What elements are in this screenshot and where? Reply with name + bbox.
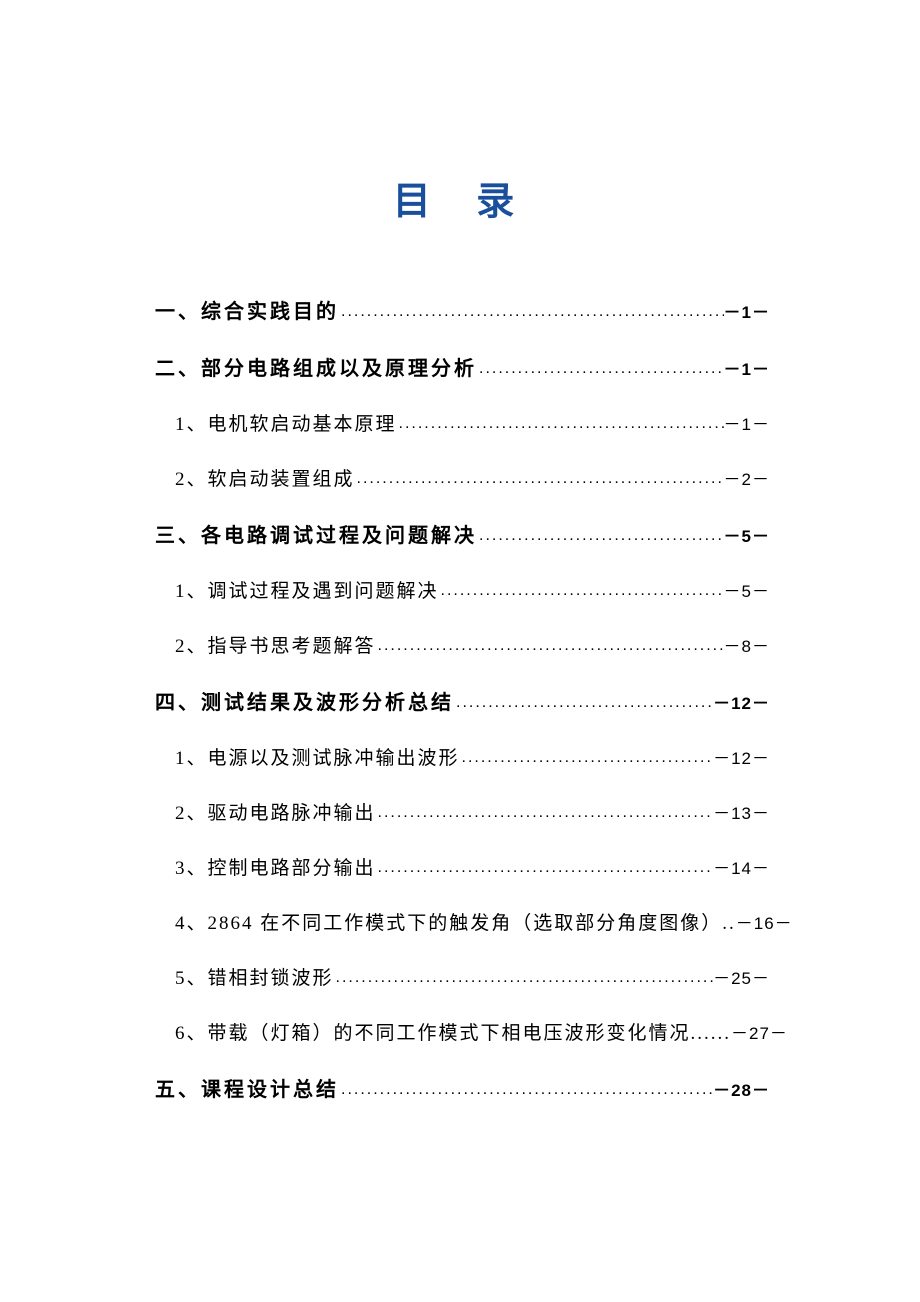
toc-entry-label: 2、指导书思考题解答 bbox=[175, 631, 376, 658]
toc-section: 一、综合实践目的 －1－ bbox=[155, 295, 770, 324]
toc-page-number: －5－ bbox=[724, 522, 770, 547]
toc-leader-dots bbox=[376, 637, 724, 655]
toc-entry: 2、软启动装置组成 －2－ bbox=[155, 464, 770, 491]
toc-page-number: －2－ bbox=[724, 465, 770, 490]
toc-page-number: －12－ bbox=[713, 744, 770, 769]
toc-entry-label: 4、2864 在不同工作模式下的触发角（选取部分角度图像）.. bbox=[175, 908, 736, 935]
toc-page-number: －1－ bbox=[724, 410, 770, 435]
toc-entry-label: 5、错相封锁波形 bbox=[175, 963, 334, 990]
toc-page-number: －27－ bbox=[731, 1019, 788, 1044]
toc-page-number: －8－ bbox=[724, 632, 770, 657]
toc-section: 二、部分电路组成以及原理分析 －1－ 1、电机软启动基本原理 －1－ 2、软启动装置组成… bbox=[155, 352, 770, 491]
table-of-contents: 一、综合实践目的 －1－ 二、部分电路组成以及原理分析 －1－ 1、电机软启动基本原理 －… bbox=[155, 295, 770, 1102]
page-title: 目 录 bbox=[155, 170, 770, 225]
toc-entry: 4、2864 在不同工作模式下的触发角（选取部分角度图像）..－16－ bbox=[155, 908, 770, 935]
toc-leader-dots bbox=[439, 582, 724, 600]
toc-entry-label: 2、驱动电路脉冲输出 bbox=[175, 798, 376, 825]
toc-entry: 五、课程设计总结 －28－ bbox=[155, 1073, 770, 1102]
toc-section: 三、各电路调试过程及问题解决 －5－ 1、调试过程及遇到问题解决 －5－ 2、指导书思考… bbox=[155, 519, 770, 658]
toc-page-number: －28－ bbox=[713, 1076, 770, 1101]
toc-entry-label: 五、课程设计总结 bbox=[155, 1073, 339, 1102]
toc-entry-label: 二、部分电路组成以及原理分析 bbox=[155, 352, 477, 381]
toc-entry: 四、测试结果及波形分析总结 －12－ bbox=[155, 686, 770, 715]
toc-page-number: －12－ bbox=[713, 689, 770, 714]
toc-entry-label: 3、控制电路部分输出 bbox=[175, 853, 376, 880]
toc-page-number: －1－ bbox=[724, 298, 770, 323]
toc-leader-dots bbox=[376, 804, 714, 822]
toc-leader-dots bbox=[376, 859, 714, 877]
toc-leader-dots bbox=[477, 360, 724, 378]
toc-leader-dots bbox=[339, 303, 724, 321]
toc-section: 五、课程设计总结 －28－ bbox=[155, 1073, 770, 1102]
toc-entry: 三、各电路调试过程及问题解决 －5－ bbox=[155, 519, 770, 548]
toc-leader-dots bbox=[477, 527, 724, 545]
toc-page-number: －1－ bbox=[724, 355, 770, 380]
toc-leader-dots bbox=[454, 694, 713, 712]
toc-page-number: －13－ bbox=[713, 799, 770, 824]
toc-leader-dots bbox=[339, 1081, 713, 1099]
toc-entry-label: 四、测试结果及波形分析总结 bbox=[155, 686, 454, 715]
toc-page-number: －16－ bbox=[736, 909, 793, 934]
toc-entry-label: 2、软启动装置组成 bbox=[175, 464, 355, 491]
toc-page-number: －14－ bbox=[713, 854, 770, 879]
toc-entry: 1、电机软启动基本原理 －1－ bbox=[155, 409, 770, 436]
toc-leader-dots bbox=[334, 969, 714, 987]
toc-leader-dots bbox=[460, 749, 714, 767]
toc-entry-label: 1、电机软启动基本原理 bbox=[175, 409, 397, 436]
toc-entry: 2、指导书思考题解答 －8－ bbox=[155, 631, 770, 658]
toc-entry: 1、调试过程及遇到问题解决 －5－ bbox=[155, 576, 770, 603]
toc-page-number: －25－ bbox=[713, 964, 770, 989]
toc-entry-label: 三、各电路调试过程及问题解决 bbox=[155, 519, 477, 548]
toc-entry-label: 6、带载（灯箱）的不同工作模式下相电压波形变化情况...... bbox=[175, 1018, 731, 1045]
toc-page: 目 录 一、综合实践目的－1－二、部分电路组成以及原理分析－1－1、电机软启动基… bbox=[0, 0, 920, 1102]
toc-entry: 2、驱动电路脉冲输出 －13－ bbox=[155, 798, 770, 825]
toc-section: 四、测试结果及波形分析总结 －12－ 1、电源以及测试脉冲输出波形 －12－ 2、驱动电… bbox=[155, 686, 770, 1045]
toc-entry: 1、电源以及测试脉冲输出波形 －12－ bbox=[155, 743, 770, 770]
toc-entry: 一、综合实践目的 －1－ bbox=[155, 295, 770, 324]
toc-entry: 二、部分电路组成以及原理分析 －1－ bbox=[155, 352, 770, 381]
toc-entry: 5、错相封锁波形 －25－ bbox=[155, 963, 770, 990]
toc-entry-label: 一、综合实践目的 bbox=[155, 295, 339, 324]
toc-leader-dots bbox=[397, 415, 724, 433]
toc-entry-label: 1、电源以及测试脉冲输出波形 bbox=[175, 743, 460, 770]
toc-page-number: －5－ bbox=[724, 577, 770, 602]
toc-entry: 3、控制电路部分输出 －14－ bbox=[155, 853, 770, 880]
toc-entry-label: 1、调试过程及遇到问题解决 bbox=[175, 576, 439, 603]
toc-leader-dots bbox=[355, 470, 724, 488]
toc-entry: 6、带载（灯箱）的不同工作模式下相电压波形变化情况......－27－ bbox=[155, 1018, 770, 1045]
